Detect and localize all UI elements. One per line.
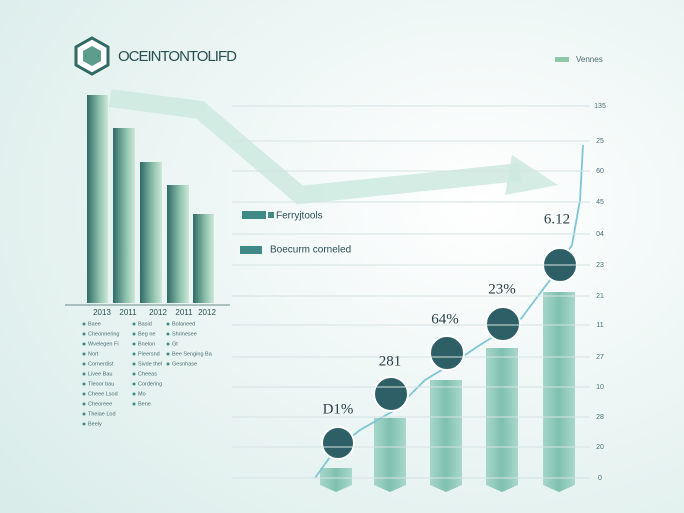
note-text: Tleoor bau (88, 381, 114, 387)
legend-label: Vennes (576, 55, 603, 64)
note-text: Cheee Lsod (88, 391, 118, 397)
note-text: Bene (138, 401, 151, 407)
axis-label: 23 (596, 262, 604, 269)
texts: 135 25 60 45 04 23 21 11 27 10 28 20 0 2013 2011 2012 20… (82, 103, 606, 482)
note-bullet (132, 342, 136, 346)
bar-year: 2013 (93, 308, 111, 317)
note-text: Wvelegen Fi (88, 341, 119, 347)
note-bullet (82, 332, 86, 336)
note-text: Beg ne (138, 331, 155, 337)
note-text: Cordering (138, 381, 162, 387)
note-bullet (166, 332, 170, 336)
note-bullet (82, 352, 86, 356)
bar-year: 2011 (119, 308, 137, 317)
bar-label: 281 (379, 353, 402, 369)
bar-year: 2012 (198, 308, 216, 317)
trend-arrow (108, 89, 521, 205)
note-bullet (82, 322, 86, 326)
note-text: Mo (138, 391, 146, 397)
note-bullet (82, 372, 86, 376)
bar-label: 64% (431, 311, 459, 327)
callout-icons (240, 211, 274, 254)
axis-label: 60 (596, 168, 604, 175)
note-text: Shrinesee (172, 331, 197, 337)
right-bars (320, 292, 575, 492)
axis-label: 10 (596, 384, 604, 391)
note-bullet (166, 362, 170, 366)
note-text: Livee Bau (88, 371, 112, 377)
axis-label: 25 (596, 138, 604, 145)
axis-label: 28 (596, 414, 604, 421)
bar-label: 6.12 (544, 211, 570, 227)
note-bullet (166, 352, 170, 356)
axis-label: 0 (598, 475, 602, 482)
note-bullet (82, 402, 86, 406)
note-text: Bolaneed (172, 321, 195, 327)
bar-label: 23% (488, 281, 516, 297)
bar-label: D1% (323, 401, 354, 417)
note-bullet (82, 412, 86, 416)
note-text: Nort (88, 351, 99, 357)
note-text: Cheonnering (88, 331, 120, 337)
logo-icon (74, 36, 110, 76)
bar-year: 2011 (175, 308, 193, 317)
note-bullet (132, 352, 136, 356)
axis-label: 27 (596, 354, 604, 361)
axis-label: 04 (596, 231, 604, 238)
callout-text: Ferryjtools (276, 211, 323, 222)
legend-swatch (555, 57, 569, 62)
note-text: Cheeas (138, 371, 157, 377)
note-text: Cheoreee (88, 401, 112, 407)
note-text: Baee (88, 321, 101, 327)
bar-year: 2012 (149, 308, 167, 317)
callout-text: Boecurm corneled (270, 245, 351, 256)
note-bullet (82, 392, 86, 396)
note-bullet (132, 362, 136, 366)
note-text: Sivde thel (138, 361, 162, 367)
note-bullet (132, 392, 136, 396)
note-text: Bee Senging Ba (172, 351, 213, 357)
note-text: Bnelon (138, 341, 155, 347)
note-text: Basid (138, 321, 152, 327)
note-bullet (82, 342, 86, 346)
axis-label: 11 (596, 322, 603, 329)
note-bullet (132, 332, 136, 336)
axis-label: 135 (594, 103, 606, 110)
left-bars (65, 95, 230, 306)
note-bullet (82, 362, 86, 366)
note-text: Gt (172, 341, 178, 347)
icon-circles (321, 247, 578, 460)
arrow-head (505, 155, 558, 195)
note-bullet (82, 382, 86, 386)
axis-label: 45 (596, 199, 604, 206)
axis-label: 21 (596, 293, 604, 300)
note-bullet (166, 342, 170, 346)
trend-line (314, 144, 584, 479)
note-text: Pieersnd (138, 351, 160, 357)
note-bullet (132, 382, 136, 386)
note-text: Beely (88, 421, 102, 427)
note-bullet (166, 322, 170, 326)
note-bullet (132, 372, 136, 376)
note-bullet (82, 422, 86, 426)
note-text: Gesnhase (172, 361, 197, 367)
logo-title: OCEINTONTOLIFD (118, 48, 237, 65)
note-bullet (132, 322, 136, 326)
note-text: Cornerdist (88, 361, 114, 367)
note-bullet (132, 402, 136, 406)
axis-label: 20 (596, 444, 604, 451)
note-text: Theiae Lod (88, 411, 116, 417)
